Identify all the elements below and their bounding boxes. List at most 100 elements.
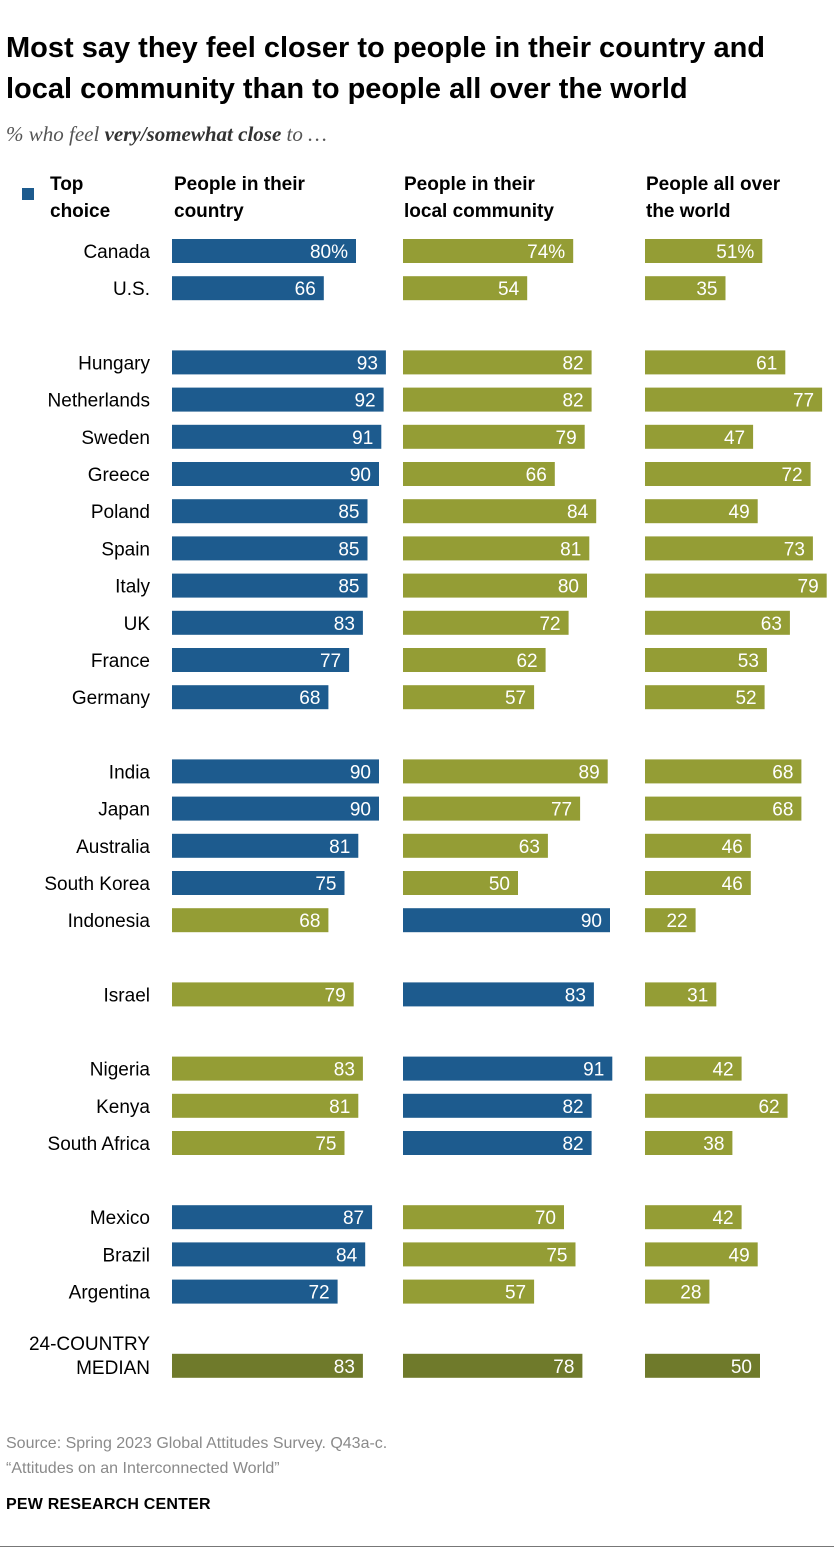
row-label-argentina: Argentina: [69, 1283, 151, 1304]
bar-india-0: [172, 759, 379, 784]
bar-value-canada-1: 74%: [527, 242, 565, 263]
bar-value-south-korea-2: 46: [722, 874, 743, 895]
bar-brazil-1: [403, 1242, 576, 1267]
bar-value-spain-2: 73: [784, 539, 805, 560]
row-label-mexico: Mexico: [90, 1208, 150, 1229]
bar-u-s-1: [403, 276, 528, 301]
bar-value-u-s-2: 35: [696, 279, 717, 300]
bar-value-argentina-1: 57: [505, 1283, 526, 1304]
bar-value-italy-2: 79: [798, 577, 819, 598]
bar-value-24-country-median-1: 78: [553, 1357, 574, 1378]
bar-value-south-africa-0: 75: [315, 1134, 336, 1155]
bar-south-africa-2: [645, 1131, 733, 1155]
bar-australia-0: [172, 833, 359, 858]
bar-italy-2: [645, 573, 827, 598]
row-label-south-korea: South Korea: [44, 874, 150, 895]
bar-value-brazil-0: 84: [336, 1245, 358, 1266]
bar-value-france-1: 62: [516, 651, 537, 672]
bar-value-germany-0: 68: [299, 688, 320, 709]
bar-value-italy-1: 80: [558, 577, 579, 598]
bar-france-0: [172, 648, 350, 672]
bar-uk-2: [645, 610, 790, 635]
bar-value-uk-2: 63: [761, 614, 782, 635]
row-label-south-africa: South Africa: [48, 1134, 151, 1155]
bar-value-spain-0: 85: [338, 539, 359, 560]
brand-logo-text: PEW RESEARCH CENTER: [6, 1496, 211, 1513]
bar-value-germany-2: 52: [735, 688, 756, 709]
row-label-netherlands: Netherlands: [48, 391, 150, 412]
bar-italy-0: [172, 573, 368, 598]
bar-israel-0: [172, 982, 354, 1007]
bar-value-japan-0: 90: [350, 800, 371, 821]
bar-value-mexico-1: 70: [535, 1208, 556, 1229]
bar-value-hungary-0: 93: [357, 353, 378, 374]
bar-indonesia-1: [403, 908, 610, 933]
row-label-france: France: [91, 651, 150, 672]
bar-value-24-country-median-0: 83: [334, 1357, 355, 1378]
bar-value-india-1: 89: [579, 762, 600, 783]
row-label-poland: Poland: [91, 502, 150, 523]
bar-indonesia-2: [645, 908, 696, 933]
bar-value-germany-1: 57: [505, 688, 526, 709]
row-label-australia: Australia: [76, 837, 150, 858]
bar-value-24-country-median-2: 50: [731, 1357, 752, 1378]
row-label-japan: Japan: [98, 800, 150, 821]
bar-value-france-2: 53: [738, 651, 759, 672]
bar-value-poland-1: 84: [567, 502, 589, 523]
bar-argentina-1: [403, 1279, 535, 1304]
row-label-greece: Greece: [88, 465, 150, 486]
bar-value-kenya-2: 62: [758, 1097, 779, 1118]
bar-netherlands-1: [403, 387, 592, 412]
row-label-germany: Germany: [72, 688, 151, 709]
bar-uk-0: [172, 610, 363, 635]
source-text: Source: Spring 2023 Global Attitudes Sur…: [6, 1435, 388, 1452]
bar-value-greece-2: 72: [781, 465, 802, 486]
bar-value-brazil-2: 49: [729, 1245, 750, 1266]
bar-spain-2: [645, 536, 813, 561]
row-label-canada: Canada: [83, 242, 150, 263]
bar-brazil-2: [645, 1242, 758, 1267]
bar-poland-2: [645, 499, 758, 524]
row-label-sweden: Sweden: [81, 428, 150, 449]
row-label-brazil: Brazil: [102, 1245, 150, 1266]
bar-france-1: [403, 648, 546, 672]
bar-india-1: [403, 759, 608, 784]
bar-sweden-1: [403, 424, 585, 449]
bar-value-uk-0: 83: [334, 614, 355, 635]
bar-value-indonesia-1: 90: [581, 911, 602, 932]
bar-value-australia-2: 46: [722, 837, 743, 858]
bar-south-korea-2: [645, 871, 751, 895]
bar-value-netherlands-1: 82: [562, 391, 583, 412]
bar-germany-2: [645, 685, 765, 710]
bar-sweden-0: [172, 424, 382, 449]
bar-brazil-0: [172, 1242, 366, 1267]
bar-canada-0: [172, 239, 356, 263]
bar-greece-0: [172, 462, 379, 486]
bar-value-netherlands-2: 77: [793, 391, 814, 412]
bar-south-africa-1: [403, 1131, 592, 1155]
bar-value-poland-0: 85: [338, 502, 359, 523]
bar-value-u-s-0: 66: [295, 279, 316, 300]
subtitle-emphasis: very/somewhat close: [104, 122, 282, 146]
bar-24-country-median-1: [403, 1353, 583, 1378]
bar-value-israel-0: 79: [325, 985, 346, 1006]
bar-value-spain-1: 81: [560, 539, 581, 560]
bar-nigeria-2: [645, 1056, 742, 1081]
bar-greece-2: [645, 462, 811, 486]
column-header-local-community: People in their local community: [404, 174, 554, 222]
bar-value-nigeria-1: 91: [583, 1060, 604, 1081]
bar-value-indonesia-0: 68: [299, 911, 320, 932]
bar-value-india-0: 90: [350, 762, 371, 783]
column-header-world: People all over the world: [646, 174, 781, 222]
bar-nigeria-1: [403, 1056, 613, 1081]
source-note: Source: Spring 2023 Global Attitudes Sur…: [6, 1431, 387, 1481]
row-label-indonesia: Indonesia: [68, 911, 151, 932]
bar-hungary-1: [403, 350, 592, 375]
bar-value-south-africa-1: 82: [562, 1134, 583, 1155]
row-label-israel: Israel: [104, 985, 150, 1006]
bar-value-nigeria-0: 83: [334, 1060, 355, 1081]
bar-value-hungary-2: 61: [756, 353, 777, 374]
bar-value-argentina-0: 72: [308, 1283, 329, 1304]
bar-value-kenya-1: 82: [562, 1097, 583, 1118]
bar-24-country-median-2: [645, 1353, 760, 1378]
